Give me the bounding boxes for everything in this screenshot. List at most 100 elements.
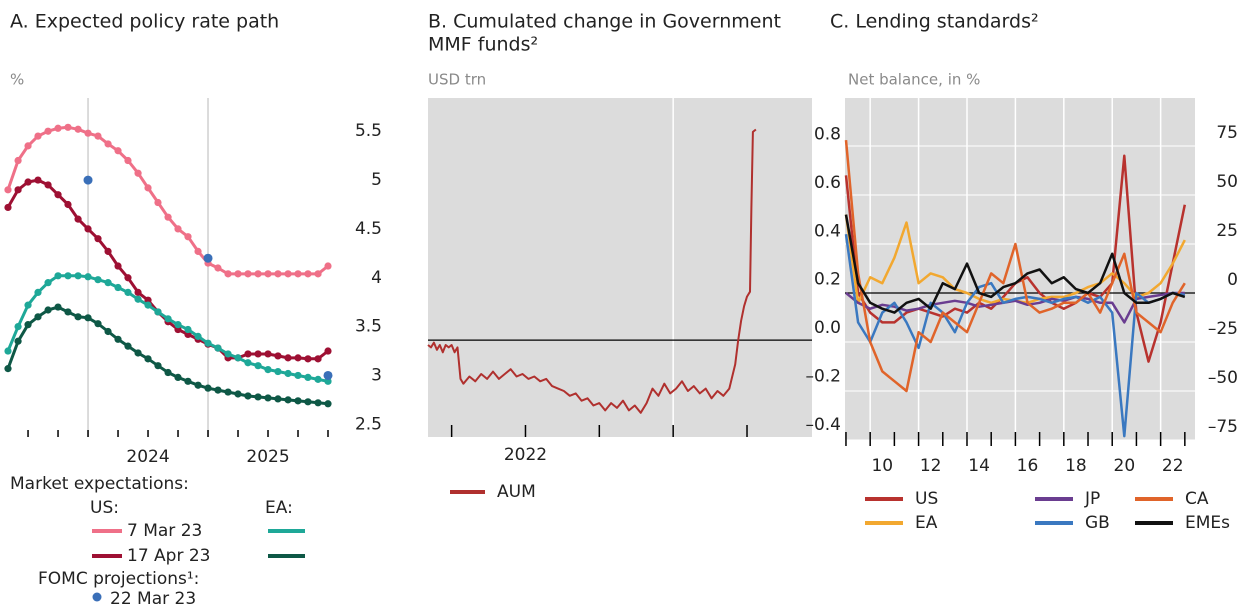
point bbox=[304, 398, 312, 406]
series-line bbox=[845, 291, 1185, 324]
point bbox=[244, 392, 252, 400]
legend-label: JP bbox=[1084, 489, 1100, 509]
series-line bbox=[844, 234, 1186, 438]
point bbox=[284, 396, 292, 404]
point bbox=[14, 323, 22, 331]
y-tick-label: –50 bbox=[1208, 368, 1238, 388]
point bbox=[124, 156, 132, 165]
point bbox=[134, 288, 142, 297]
point bbox=[54, 124, 62, 132]
point bbox=[134, 349, 142, 357]
point bbox=[134, 295, 142, 303]
point bbox=[284, 369, 292, 378]
y-tick-label: 5 bbox=[371, 170, 382, 190]
point bbox=[164, 315, 172, 323]
point bbox=[124, 288, 132, 297]
point bbox=[244, 270, 252, 278]
point bbox=[194, 332, 202, 340]
point bbox=[64, 200, 72, 209]
point bbox=[44, 127, 52, 135]
point bbox=[34, 176, 42, 184]
y-tick-label: 0.4 bbox=[814, 221, 841, 241]
x-tick-label: 10 bbox=[871, 456, 893, 476]
point bbox=[114, 335, 122, 343]
point bbox=[14, 186, 22, 194]
y-tick-label: 50 bbox=[1216, 172, 1238, 192]
point bbox=[274, 270, 282, 278]
point bbox=[244, 350, 252, 358]
legend-label: 7 Mar 23 bbox=[127, 521, 202, 541]
y-tick-label: 4.5 bbox=[355, 219, 382, 239]
legend-label: AUM bbox=[497, 482, 536, 502]
point bbox=[124, 274, 132, 282]
point bbox=[94, 132, 102, 140]
y-tick-label: 0.8 bbox=[814, 124, 841, 144]
x-tick-label: 2025 bbox=[246, 447, 289, 467]
x-tick-label: 18 bbox=[1065, 456, 1087, 476]
point bbox=[164, 368, 172, 377]
fomc-point bbox=[323, 370, 333, 380]
point bbox=[274, 352, 282, 360]
point bbox=[264, 350, 272, 358]
y-tick-label: –0.2 bbox=[805, 367, 841, 387]
legend-group: EA: bbox=[265, 498, 293, 518]
point bbox=[34, 313, 42, 321]
plot-area bbox=[428, 98, 812, 437]
point bbox=[154, 308, 162, 316]
point bbox=[74, 125, 82, 133]
point bbox=[84, 273, 92, 281]
point bbox=[174, 373, 182, 382]
point bbox=[44, 181, 52, 189]
point bbox=[274, 367, 282, 376]
point bbox=[264, 270, 272, 278]
point bbox=[84, 129, 92, 137]
point bbox=[134, 169, 142, 177]
point bbox=[234, 390, 242, 398]
point bbox=[64, 308, 72, 316]
y-tick-label: 0.6 bbox=[814, 173, 841, 193]
y-tick-label: 3 bbox=[371, 365, 382, 385]
series-line bbox=[427, 128, 757, 414]
point bbox=[24, 178, 32, 186]
point bbox=[254, 393, 262, 401]
point bbox=[304, 355, 312, 363]
point bbox=[294, 397, 302, 405]
y-tick-label: –25 bbox=[1208, 319, 1238, 339]
legend-title: Market expectations: bbox=[10, 474, 189, 494]
point bbox=[164, 213, 172, 221]
x-tick-label: 22 bbox=[1162, 456, 1184, 476]
point bbox=[34, 132, 42, 140]
legend-label: EMEs bbox=[1185, 513, 1230, 533]
point bbox=[34, 288, 42, 297]
y-tick-label: 5.5 bbox=[355, 121, 382, 141]
point bbox=[304, 270, 312, 278]
point bbox=[184, 325, 192, 334]
point bbox=[234, 270, 242, 278]
point bbox=[324, 400, 332, 408]
point bbox=[4, 186, 12, 194]
legend-title: FOMC projections¹: bbox=[38, 569, 199, 589]
point bbox=[94, 235, 102, 243]
point bbox=[84, 225, 92, 233]
point bbox=[154, 198, 162, 207]
point bbox=[224, 270, 232, 278]
x-tick-label: 14 bbox=[968, 456, 990, 476]
chart-title: B. Cumulated change in Government bbox=[428, 11, 781, 33]
point bbox=[294, 354, 302, 362]
fomc-point bbox=[203, 253, 213, 263]
point bbox=[114, 283, 122, 292]
y-tick-label: 75 bbox=[1216, 123, 1238, 143]
axis-unit: % bbox=[10, 71, 24, 89]
point bbox=[274, 395, 282, 403]
point bbox=[64, 272, 72, 280]
legend-swatch bbox=[92, 592, 102, 602]
point bbox=[284, 354, 292, 362]
point bbox=[14, 337, 22, 345]
point bbox=[14, 156, 22, 165]
legend-label: EA bbox=[915, 513, 938, 533]
point bbox=[144, 184, 152, 192]
point bbox=[44, 306, 52, 314]
x-tick-label: 20 bbox=[1114, 456, 1136, 476]
fomc-point bbox=[83, 175, 93, 185]
y-tick-label: 0.2 bbox=[814, 270, 841, 290]
